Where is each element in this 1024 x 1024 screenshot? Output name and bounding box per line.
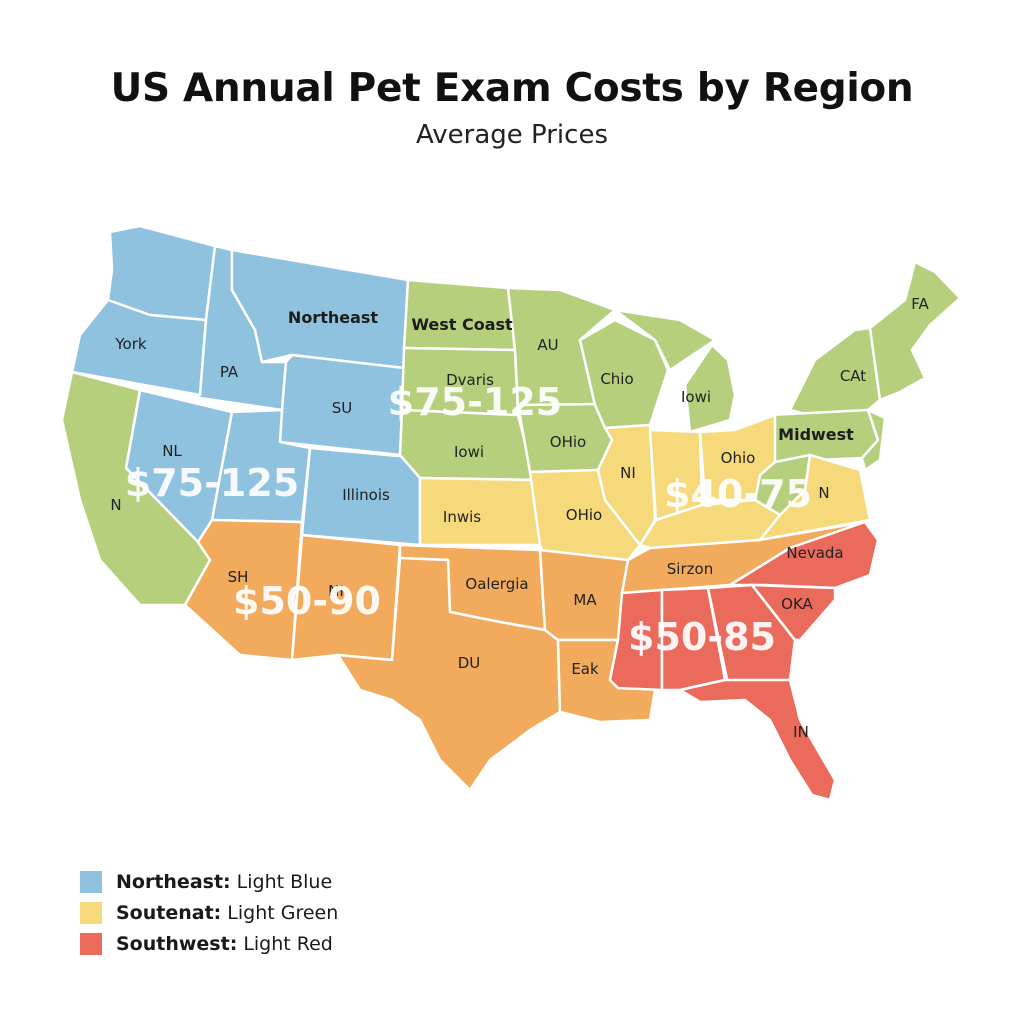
state-georgia[interactable] xyxy=(706,583,797,686)
legend: Northeast: Light Blue Soutenat: Light Gr… xyxy=(80,866,338,959)
state-label: FA xyxy=(911,295,929,313)
state-label: MA xyxy=(573,591,597,609)
state-label: Nevada xyxy=(786,544,843,562)
region-label: Northeast xyxy=(288,308,378,327)
state-label: SH xyxy=(228,568,249,586)
state-texas[interactable] xyxy=(336,556,562,792)
region-label: West Coast xyxy=(411,315,513,334)
state-label: Iowi xyxy=(454,443,484,461)
state-new-york[interactable] xyxy=(788,326,882,420)
blue-region xyxy=(70,224,422,547)
state-label: OKA xyxy=(781,595,813,613)
legend-swatch-blue xyxy=(80,870,102,893)
state-ohio[interactable] xyxy=(698,413,777,502)
state-label: N xyxy=(818,484,829,502)
state-south-carolina[interactable] xyxy=(750,583,837,642)
state-label: Chio xyxy=(600,370,633,388)
state-labels: York PA SU NL Illinois N AU Dvaris Chio … xyxy=(110,295,929,741)
price-label: $50-85 xyxy=(628,615,776,659)
legend-item: Southwest: Light Red xyxy=(80,928,338,959)
state-label: N xyxy=(110,496,121,514)
price-label: $75-125 xyxy=(125,461,299,505)
legend-desc: Light Red xyxy=(243,932,333,955)
legend-desc: Light Blue xyxy=(236,870,333,893)
state-label: Eak xyxy=(571,660,599,678)
state-new-jersey[interactable] xyxy=(860,408,887,472)
legend-name: Southwest: xyxy=(116,932,238,955)
legend-swatch-yellow xyxy=(80,901,102,924)
state-label: SU xyxy=(332,399,353,417)
state-label: Dvaris xyxy=(446,371,494,389)
legend-name: Soutenat: xyxy=(116,901,222,924)
state-label: NI xyxy=(620,464,636,482)
state-label: Illinois xyxy=(342,486,390,504)
legend-item: Northeast: Light Blue xyxy=(80,866,338,897)
page-title: US Annual Pet Exam Costs by Region xyxy=(110,66,914,111)
state-label: NL xyxy=(162,442,182,460)
state-new-england[interactable] xyxy=(868,260,962,402)
price-labels: $75-125 $75-125 $50-90 $40-75 $50-85 xyxy=(125,380,812,659)
state-florida[interactable] xyxy=(678,678,837,802)
state-label: Iowi xyxy=(681,388,711,406)
legend-swatch-red xyxy=(80,932,102,955)
legend-desc: Light Green xyxy=(227,901,339,924)
state-label: Sirzon xyxy=(667,560,713,578)
state-label: DU xyxy=(458,654,481,672)
state-label: NI xyxy=(328,582,344,600)
region-label: Midwest xyxy=(778,425,854,444)
green-region xyxy=(60,260,962,607)
state-label: PA xyxy=(220,363,239,381)
state-label: Ohio xyxy=(721,449,756,467)
state-wisconsin[interactable] xyxy=(578,318,670,430)
state-label: AU xyxy=(537,336,558,354)
price-label: $50-90 xyxy=(233,579,381,623)
state-label: IN xyxy=(793,723,809,741)
price-label: $75-125 xyxy=(388,380,562,424)
legend-name: Northeast: xyxy=(116,870,231,893)
state-label: OHio xyxy=(550,433,586,451)
state-label: York xyxy=(114,335,147,353)
state-label: OHio xyxy=(566,506,602,524)
price-label: $40-75 xyxy=(664,472,812,516)
region-labels: Northeast West Coast Midwest xyxy=(288,308,854,444)
yellow-region xyxy=(418,413,872,562)
page-subtitle: Average Prices xyxy=(415,120,608,150)
state-label: Inwis xyxy=(443,508,481,526)
state-label: Oalergia xyxy=(465,575,528,593)
state-label: CAt xyxy=(840,367,866,385)
red-region xyxy=(608,520,880,802)
orange-region xyxy=(183,518,867,792)
legend-item: Soutenat: Light Green xyxy=(80,897,338,928)
